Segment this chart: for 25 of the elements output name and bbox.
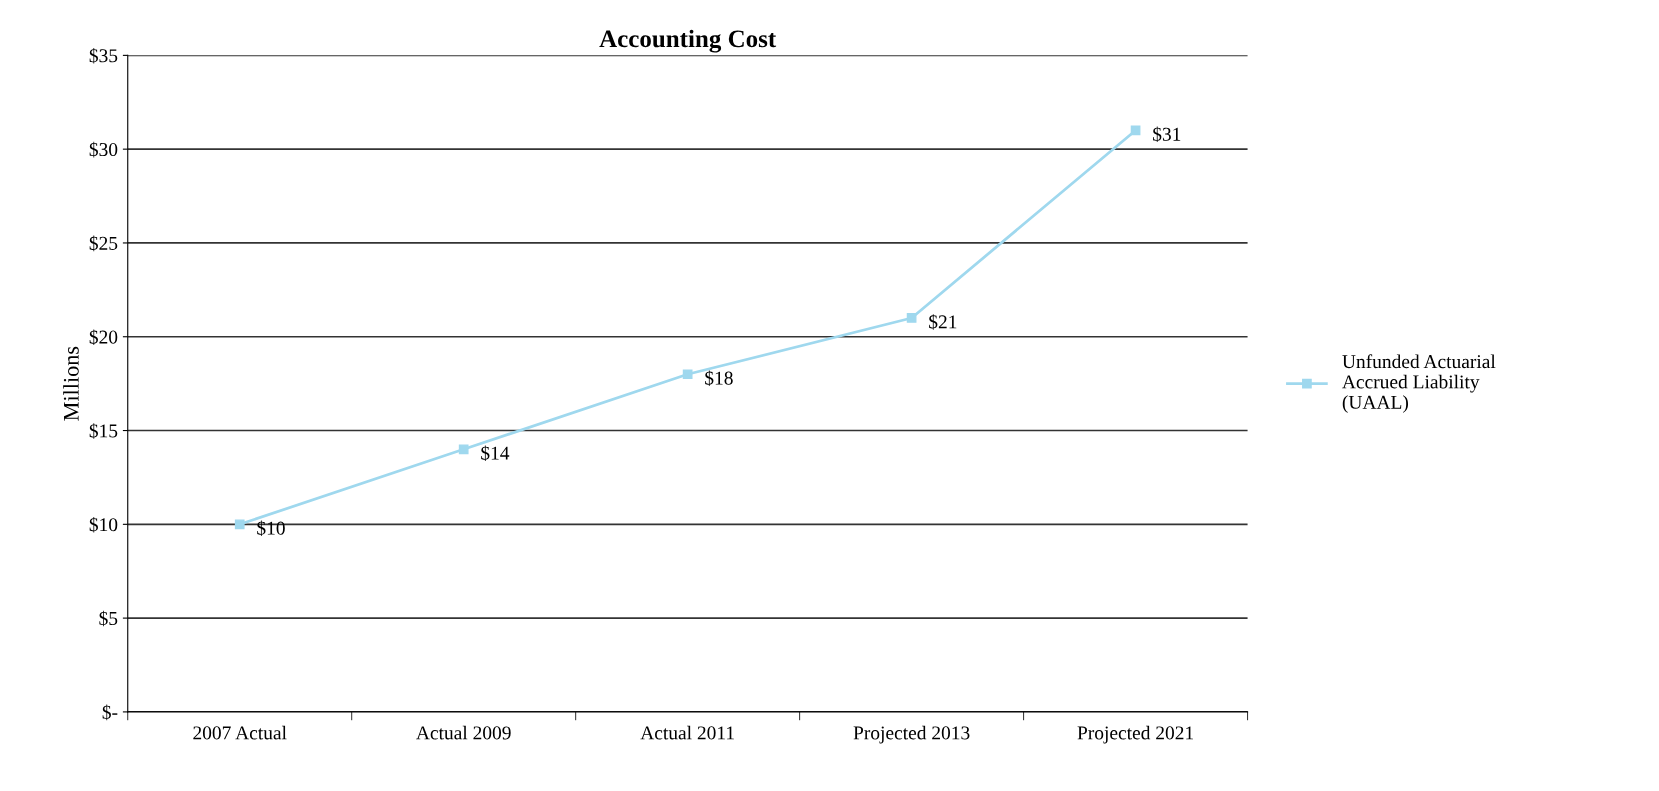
chart-title: Accounting Cost — [599, 29, 777, 53]
data-label: $18 — [705, 370, 733, 386]
point — [682, 369, 693, 380]
data-label: $31 — [1153, 126, 1181, 143]
point — [234, 519, 245, 530]
y-tick-label: $30 — [89, 141, 118, 158]
y-tick-label: $20 — [89, 329, 118, 345]
y-tick-label: $10 — [89, 516, 118, 533]
point — [458, 444, 469, 455]
point — [906, 313, 917, 323]
y-tick-label: $5 — [99, 610, 118, 627]
x-tick-label: 2007 Actual — [193, 725, 287, 740]
x-tick-label: Projected 2021 — [1077, 725, 1194, 744]
y-tick-label: $35 — [89, 48, 118, 64]
data-label: $10 — [257, 520, 285, 537]
y-axis-title: Millions — [63, 346, 79, 421]
y-tick-label: $- — [102, 704, 118, 721]
y-tick-label: $25 — [89, 235, 118, 252]
data-label: $21 — [929, 314, 957, 330]
legend-label: Unfunded Actuarial Accrued Liability (UAAL) — [1342, 354, 1496, 413]
x-tick-label: Actual 2009 — [416, 725, 511, 740]
x-tick-label: Projected 2013 — [853, 725, 970, 744]
y-tick-label: $15 — [89, 423, 118, 439]
data-label: $14 — [481, 445, 510, 461]
x-tick-label: Actual 2011 — [640, 725, 734, 740]
